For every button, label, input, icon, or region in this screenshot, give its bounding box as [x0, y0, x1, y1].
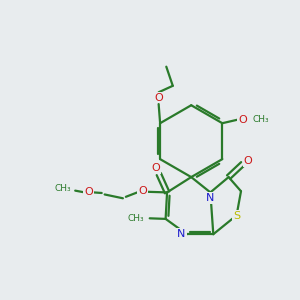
Text: S: S — [233, 211, 240, 221]
Text: CH₃: CH₃ — [128, 214, 145, 223]
Text: O: O — [238, 115, 247, 125]
Text: N: N — [206, 193, 214, 203]
Text: O: O — [154, 93, 163, 103]
Text: O: O — [244, 157, 252, 166]
Text: O: O — [151, 163, 160, 173]
Text: CH₃: CH₃ — [55, 184, 71, 193]
Text: N: N — [177, 229, 186, 239]
Text: O: O — [138, 186, 147, 196]
Text: CH₃: CH₃ — [252, 115, 269, 124]
Text: O: O — [84, 187, 93, 197]
